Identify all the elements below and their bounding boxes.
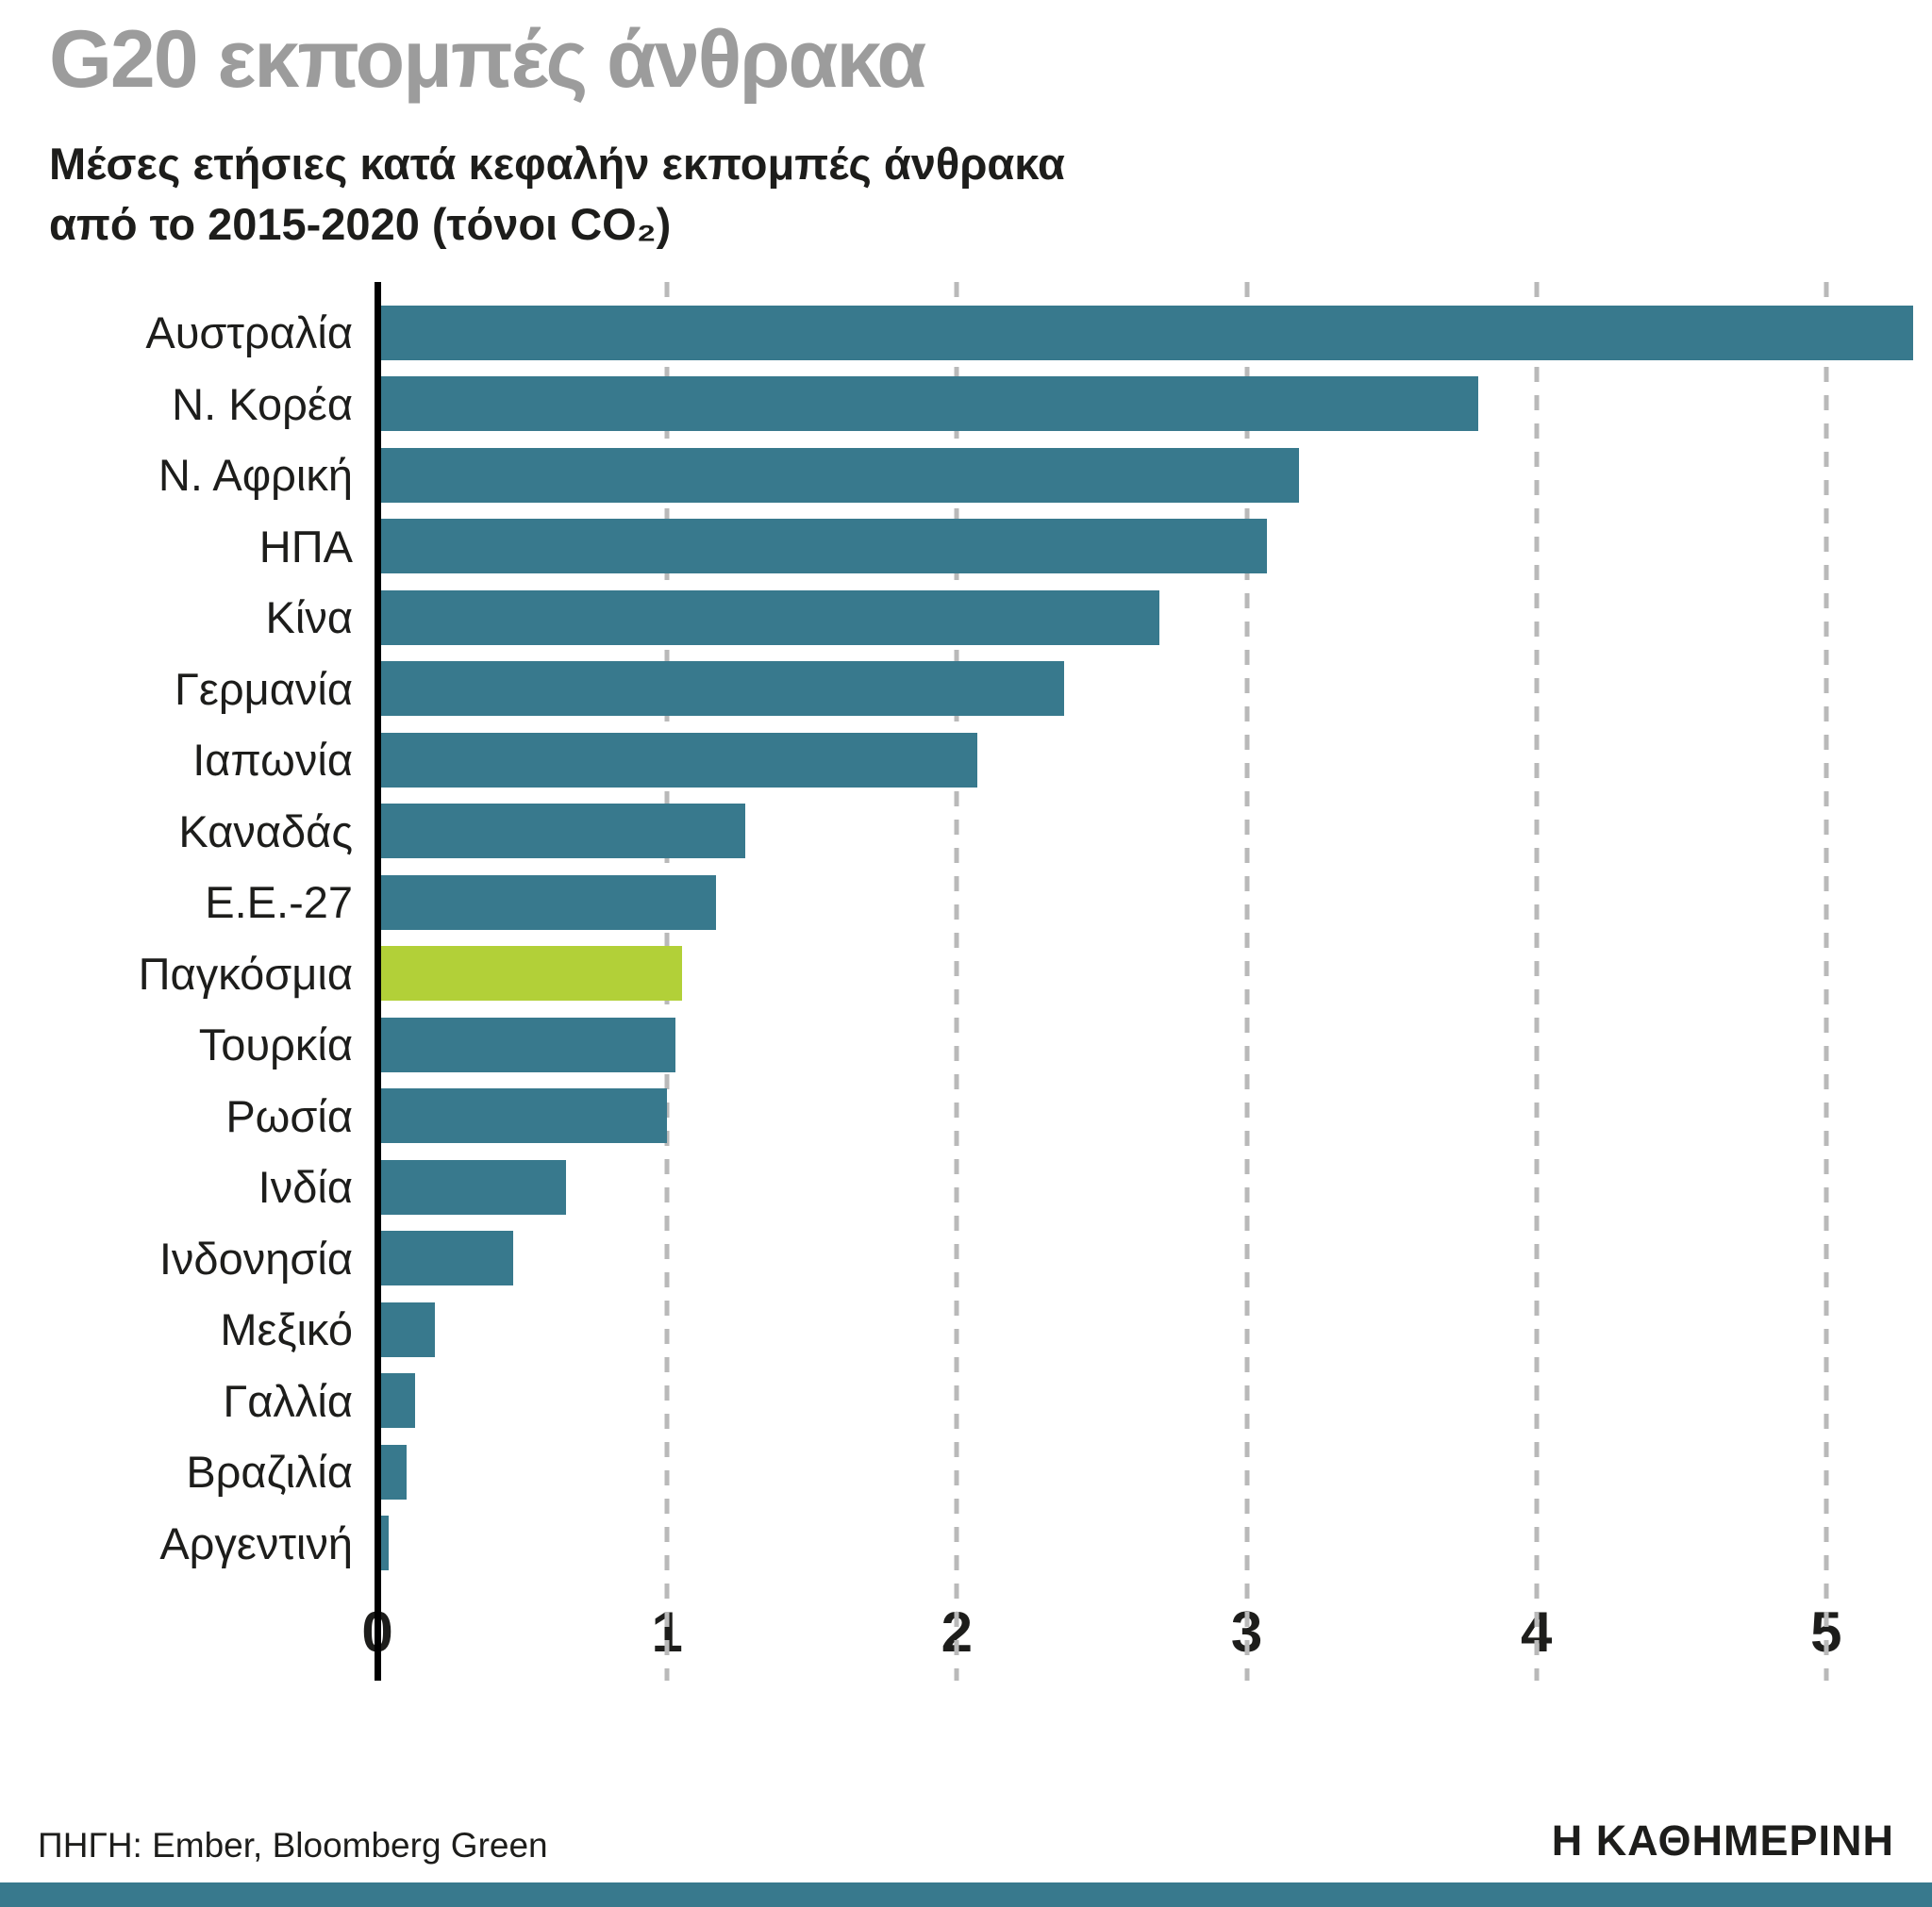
bar [377, 1231, 514, 1286]
bar-track [377, 447, 1913, 503]
bar-highlight [377, 946, 682, 1002]
bar [377, 376, 1479, 432]
bar [377, 1159, 566, 1215]
bar-label: Τουρκία [198, 1020, 353, 1070]
bar-row: Ν. Αφρική [49, 439, 1923, 511]
bar-row: Κίνα [49, 582, 1923, 654]
bar-chart: Αυστραλία Ν. Κορέα Ν. Αφρική ΗΠΑ Κίνα Γερμανί… [49, 282, 1923, 1682]
chart-subtitle-line1: Μέσες ετήσιες κατά κεφαλήν εκπομπές άνθρ… [49, 139, 1065, 190]
bar [377, 732, 977, 788]
bar [377, 874, 717, 930]
bar-track [377, 804, 1913, 859]
bar-track [377, 1373, 1913, 1429]
bar [377, 1088, 668, 1144]
bar-label: Γαλλία [223, 1375, 353, 1426]
bar [377, 1373, 415, 1429]
bar-track [377, 1302, 1913, 1357]
bar [377, 589, 1160, 645]
bar-track [377, 1159, 1913, 1215]
bar-label: Ν. Κορέα [172, 378, 353, 429]
bar-track [377, 874, 1913, 930]
gridline-5 [1824, 282, 1829, 1682]
bar-track [377, 661, 1913, 717]
bar-row: Βραζιλία [49, 1436, 1923, 1508]
source-text: ΠΗΓΗ: Ember, Bloomberg Green [38, 1826, 548, 1865]
bar [377, 661, 1064, 717]
bar-track [377, 1444, 1913, 1500]
bar-label: Βραζιλία [186, 1447, 353, 1498]
bar-row: Τουρκία [49, 1009, 1923, 1081]
bar-track [377, 589, 1913, 645]
bar-row: Ρωσία [49, 1081, 1923, 1152]
bar-track [377, 1516, 1913, 1571]
bar-track [377, 376, 1913, 432]
bar-track [377, 1231, 1913, 1286]
bar-rows: Αυστραλία Ν. Κορέα Ν. Αφρική ΗΠΑ Κίνα Γερμανί… [49, 297, 1923, 1579]
bar-row: Γαλλία [49, 1366, 1923, 1437]
bar [377, 1302, 436, 1357]
chart-subtitle: Μέσες ετήσιες κατά κεφαλήν εκπομπές άνθρ… [49, 134, 1923, 254]
bar-label: Αυστραλία [145, 307, 353, 358]
bar-row: Αργεντινή [49, 1508, 1923, 1580]
bar-track [377, 946, 1913, 1002]
bar-row: ΗΠΑ [49, 511, 1923, 583]
gridline-4 [1534, 282, 1540, 1682]
gridline-2 [954, 282, 959, 1682]
bar-row: Αυστραλία [49, 297, 1923, 369]
bar-label: Ρωσία [225, 1090, 353, 1141]
bar-track [377, 732, 1913, 788]
bar-label: Ν. Αφρική [158, 450, 353, 501]
chart-subtitle-line2: από το 2015-2020 (τόνοι CO₂) [49, 198, 672, 249]
bar-track [377, 305, 1913, 360]
bar-label: Αργεντινή [159, 1517, 353, 1568]
bar-track [377, 1017, 1913, 1072]
bar-label: Γερμανία [175, 663, 353, 714]
bar-row: Γερμανία [49, 654, 1923, 725]
bar-label: Ινδία [258, 1162, 353, 1213]
bar-track [377, 1088, 1913, 1144]
bar-row: Μεξικό [49, 1294, 1923, 1366]
bar [377, 1444, 407, 1500]
bar [377, 519, 1267, 574]
bar-label: Ιαπωνία [192, 735, 353, 786]
bar-row: Ινδία [49, 1152, 1923, 1223]
bar-row: Ιαπωνία [49, 724, 1923, 796]
chart-title: G20 εκπομπές άνθρακα [49, 14, 926, 105]
bar-row: Παγκόσμια [49, 938, 1923, 1010]
bar-label: Ινδονησία [158, 1233, 353, 1284]
bar-label: Παγκόσμια [138, 948, 353, 999]
bar [377, 447, 1299, 503]
brand-logo: Η ΚΑΘΗΜΕΡΙΝΗ [1551, 1816, 1894, 1865]
footer: ΠΗΓΗ: Ember, Bloomberg Green Η ΚΑΘΗΜΕΡΙΝ… [38, 1816, 1894, 1866]
bottom-accent-strip [0, 1882, 1932, 1907]
bar-row: Ε.Ε.-27 [49, 867, 1923, 938]
y-axis-line [375, 282, 381, 1682]
bar-row: Ν. Κορέα [49, 369, 1923, 440]
bar-label: Ε.Ε.-27 [205, 877, 353, 928]
bar-label: Καναδάς [178, 805, 353, 856]
bar-label: ΗΠΑ [258, 521, 353, 572]
bar [377, 804, 746, 859]
bar [377, 1017, 676, 1072]
bar [377, 305, 1913, 360]
bar-label: Κίνα [265, 592, 353, 643]
bar-label: Μεξικό [220, 1304, 353, 1355]
bar-row: Καναδάς [49, 796, 1923, 868]
gridline-3 [1244, 282, 1249, 1682]
bar-row: Ινδονησία [49, 1223, 1923, 1295]
bar-track [377, 519, 1913, 574]
